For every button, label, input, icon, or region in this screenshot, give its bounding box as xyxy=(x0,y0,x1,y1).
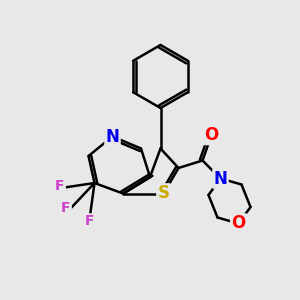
Text: O: O xyxy=(231,214,246,232)
Text: N: N xyxy=(214,169,227,188)
Text: F: F xyxy=(85,214,95,228)
Text: N: N xyxy=(106,128,119,146)
Text: S: S xyxy=(158,184,169,202)
Text: O: O xyxy=(204,126,219,144)
Text: F: F xyxy=(61,202,71,215)
Text: F: F xyxy=(55,179,65,193)
